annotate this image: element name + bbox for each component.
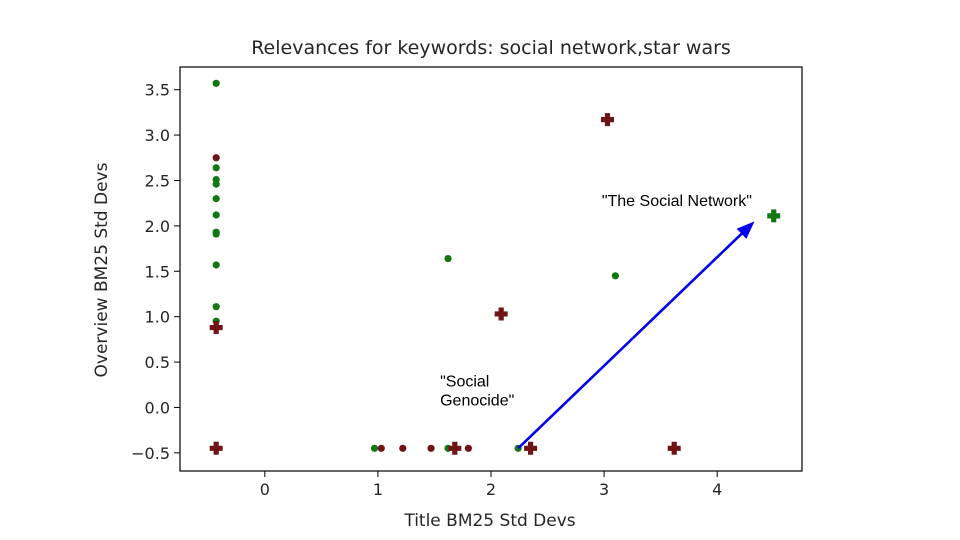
scatter-point: [212, 261, 220, 269]
annotation-arrow-layer: [517, 221, 755, 450]
scatter-point: [611, 272, 620, 280]
x-tick-label: 0: [260, 480, 270, 499]
annotation-arrow-head: [736, 221, 755, 239]
annotation-text: "Social Genocide": [440, 374, 514, 410]
scatter-point: [212, 211, 220, 219]
annotation-line: "Social: [440, 374, 489, 391]
y-tick-label: 2.0: [145, 217, 170, 236]
x-tick-label: 1: [373, 480, 383, 499]
scatter-point: [399, 444, 407, 452]
plot-frame: [179, 66, 803, 472]
data-points: [209, 79, 781, 455]
scatter-point: [370, 444, 379, 452]
annotation-line: "The Social Network": [602, 193, 752, 210]
scatter-plus-marker: [667, 441, 681, 455]
y-tick-label: −0.5: [131, 444, 170, 463]
scatter-point: [212, 154, 220, 162]
scatter-plus-marker: [209, 321, 223, 335]
x-axis: 0 1 2 3 4: [260, 471, 722, 499]
annotation-text: "The Social Network": [602, 193, 752, 210]
scatter-plus-marker: [767, 209, 781, 223]
y-tick-label: 3.0: [145, 126, 170, 145]
scatter-point: [444, 254, 452, 263]
scatter-plus-marker: [494, 307, 508, 321]
y-tick-label: 3.5: [145, 81, 170, 100]
annotation-line: Genocide": [440, 393, 514, 410]
y-tick-label: 0.5: [145, 353, 170, 372]
scatter-point: [212, 303, 220, 311]
scatter-plus-marker: [448, 441, 462, 455]
chart-title: Relevances for keywords: social network,…: [251, 37, 731, 59]
scatter-plus-marker: [209, 441, 223, 455]
scatter-point: [212, 195, 220, 203]
scatter-point: [464, 444, 472, 452]
plot-area: [179, 66, 803, 472]
y-tick-label: 0.0: [145, 398, 170, 417]
scatter-point: [212, 164, 220, 172]
scatter-plus-marker: [600, 113, 614, 127]
x-tick-label: 4: [712, 480, 722, 499]
x-tick-label: 3: [599, 480, 609, 499]
y-tick-label: 1.0: [145, 308, 170, 327]
x-axis-label: Title BM25 Std Devs: [403, 511, 575, 531]
scatter-point: [212, 180, 220, 188]
y-tick-label: 1.5: [145, 262, 170, 281]
scatter-point: [377, 444, 385, 452]
x-tick-label: 2: [486, 480, 496, 499]
y-axis-label: Overview BM25 Std Devs: [92, 162, 112, 377]
scatter-point: [427, 444, 435, 452]
y-tick-label: 2.5: [145, 171, 170, 190]
scatter-plus-marker: [524, 441, 538, 455]
annotation-arrow-shaft: [517, 232, 743, 450]
y-axis: −0.5 0.0 0.5 1.0 1.5 2.0 2.5 3.0 3.5: [131, 81, 180, 463]
scatter-point: [212, 79, 220, 87]
scatter-point: [212, 230, 220, 238]
annotations: "The Social Network" "Social Genocide": [440, 193, 752, 410]
